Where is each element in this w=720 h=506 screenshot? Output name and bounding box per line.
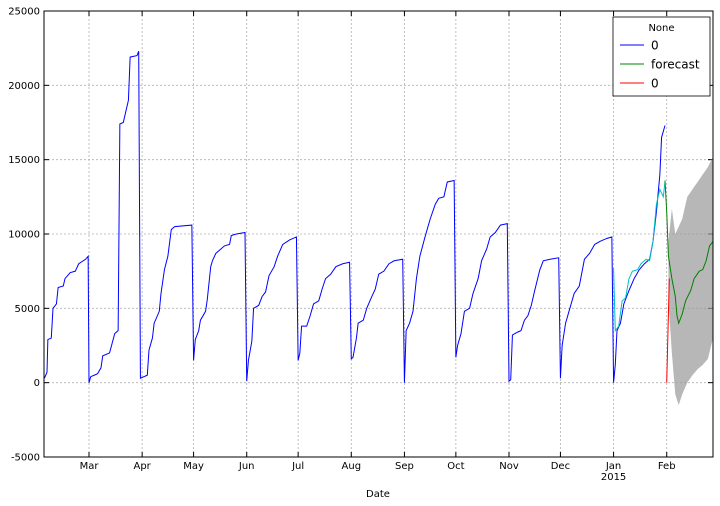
series-line [43,50,666,383]
y-tick-label: 20000 [8,81,40,92]
series-line [666,278,670,383]
y-tick-label: 5000 [15,304,40,315]
x-tick-label: Jul [291,461,304,472]
x-axis-label: Date [366,489,390,500]
x-tick-label: Jan 2015 [601,461,626,483]
y-tick-label: 10000 [8,230,40,241]
plot-frame [43,10,714,458]
confidence-band [668,156,713,405]
y-tick-label: -5000 [11,453,40,464]
series-line [613,181,666,333]
x-tick-label: Mar [80,461,100,472]
x-tick-label: May [183,461,204,472]
y-tick-label: 15000 [8,155,40,166]
legend-label: forecast [651,58,700,72]
y-tick-label: 25000 [8,7,40,18]
y-tick-label: 0 [34,378,40,389]
x-tick-label: Apr [133,461,151,472]
legend-title: None [648,23,674,34]
x-tick-label: Nov [499,461,519,472]
x-tick-label: Aug [342,461,362,472]
x-tick-label: Oct [447,461,464,472]
x-tick-label: Jun [238,461,255,472]
x-tick-label: Feb [658,461,676,472]
legend-label: 0 [651,39,659,53]
series-line [664,180,714,325]
legend-label: 0 [651,77,659,91]
x-tick-label: Sep [395,461,414,472]
x-tick-label: Dec [551,461,570,472]
